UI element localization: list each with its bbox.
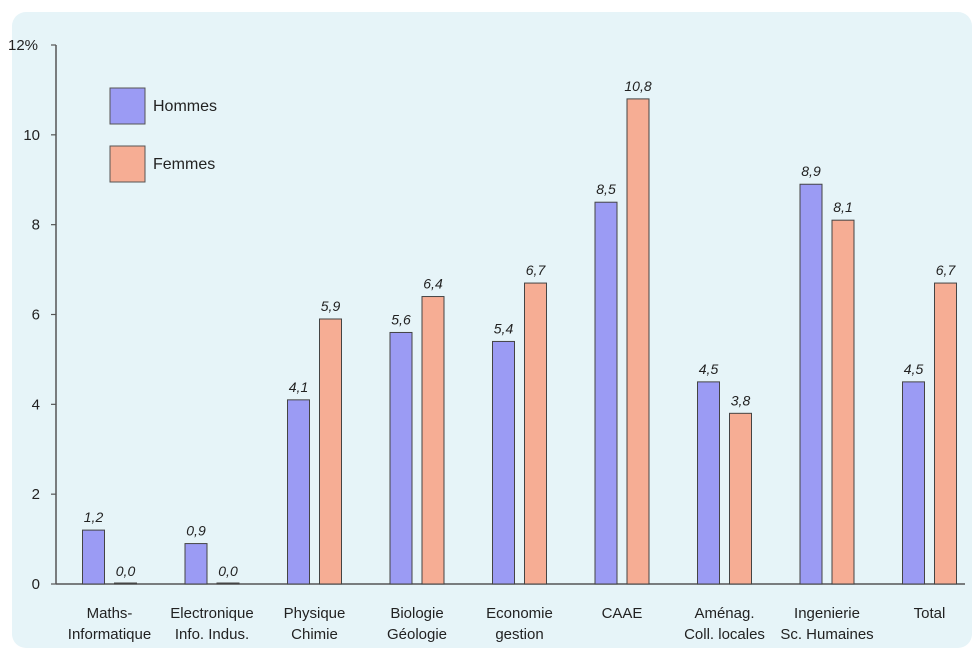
x-tick-label: Aménag. [694,605,754,622]
bar-femmes [421,296,445,585]
bar-femmes [319,318,342,585]
x-tick-label: CAAE [602,605,643,622]
x-tick-label: gestion [495,626,543,643]
bar-hommes [697,381,720,585]
data-label: 1,2 [84,509,104,525]
bar-femmes [626,98,650,585]
data-label: 10,8 [624,78,651,94]
bar-femmes [934,282,957,585]
bar-femmes [114,582,137,585]
y-tick-label: 8 [32,217,40,234]
y-tick-label: 4 [32,396,40,413]
bar-hommes [287,399,310,585]
bar-hommes [799,183,823,585]
y-axis: 0 2 4 6 8 10 12% [8,37,57,593]
x-tick-label: Electronique [170,605,253,622]
x-tick-label: Géologie [387,626,447,643]
data-label: 6,7 [526,262,547,278]
x-tick-label: Chimie [291,626,338,643]
legend-swatch [109,145,146,183]
legend: Hommes Femmes [109,87,217,183]
data-label: 5,6 [391,311,411,327]
data-label: 4,5 [699,361,719,377]
data-label: 0,9 [186,523,206,539]
data-label: 8,1 [833,199,852,215]
data-label: 0,0 [116,563,136,579]
bar-femmes [524,282,547,585]
data-label: 4,1 [289,379,308,395]
x-tick-label: Ingenierie [794,605,860,622]
bar-femmes [729,412,752,585]
bar-hommes [82,529,105,585]
bar-hommes [594,201,618,585]
x-tick-label: Informatique [68,626,151,643]
data-labels: 1,2 0,0 0,9 0,0 4,1 5,9 5,6 6,4 5,4 6,7 8,5 10,8 4,5… [84,78,957,579]
data-label: 0,0 [218,563,238,579]
bar-hommes [389,331,413,585]
x-axis: Maths- Informatique Electronique Info. Indu… [56,583,965,643]
data-label: 5,4 [494,320,514,336]
legend-label: Femmes [153,156,215,173]
data-label: 4,5 [904,361,924,377]
y-tick-label: 2 [32,486,40,503]
bar-hommes [184,543,208,585]
data-label: 8,5 [596,181,616,197]
x-tick-label: Info. Indus. [175,626,249,643]
data-label: 6,7 [936,262,957,278]
y-tick-label: 10 [23,127,40,144]
y-tick-label: 0 [32,576,40,593]
bars [82,98,957,585]
legend-swatch [109,87,146,125]
data-label: 5,9 [321,298,341,314]
bar-femmes [216,582,240,585]
data-label: 3,8 [731,392,751,408]
x-tick-label: Total [914,605,946,622]
bar-hommes [902,381,925,585]
x-tick-label: Sc. Humaines [780,626,873,643]
legend-label: Hommes [153,98,217,115]
y-tick-label: 6 [32,307,40,324]
y-unit-label: 12% [8,37,38,54]
bar-hommes [492,340,515,585]
x-tick-label: Coll. locales [684,626,765,643]
data-label: 8,9 [801,163,821,179]
x-tick-label: Maths- [87,605,133,622]
x-tick-label: Biologie [390,605,443,622]
x-tick-label: Economie [486,605,553,622]
data-label: 6,4 [423,276,443,292]
x-tick-label: Physique [284,605,346,622]
bar-femmes [831,219,855,585]
